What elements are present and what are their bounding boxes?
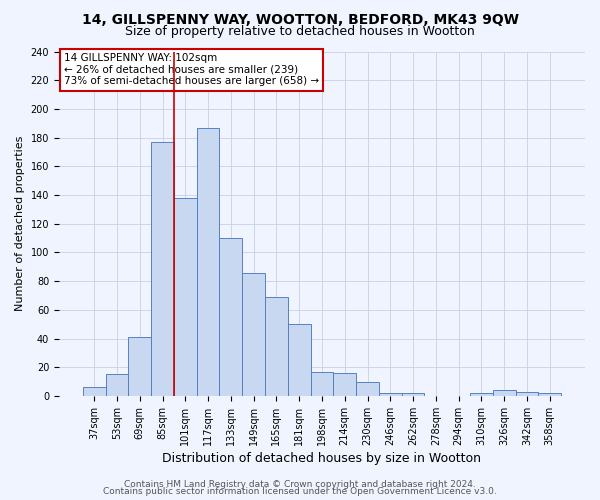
Bar xyxy=(311,372,334,396)
Bar xyxy=(379,393,401,396)
Bar xyxy=(83,388,106,396)
Bar xyxy=(515,392,538,396)
Text: Contains public sector information licensed under the Open Government Licence v3: Contains public sector information licen… xyxy=(103,487,497,496)
Bar xyxy=(265,297,288,396)
Y-axis label: Number of detached properties: Number of detached properties xyxy=(15,136,25,312)
Bar xyxy=(334,373,356,396)
Text: 14, GILLSPENNY WAY, WOOTTON, BEDFORD, MK43 9QW: 14, GILLSPENNY WAY, WOOTTON, BEDFORD, MK… xyxy=(82,12,518,26)
Bar xyxy=(174,198,197,396)
Bar xyxy=(242,272,265,396)
Bar xyxy=(106,374,128,396)
Text: Size of property relative to detached houses in Wootton: Size of property relative to detached ho… xyxy=(125,25,475,38)
Bar xyxy=(220,238,242,396)
Bar xyxy=(128,337,151,396)
Bar xyxy=(493,390,515,396)
Bar xyxy=(356,382,379,396)
Bar xyxy=(401,393,424,396)
Bar xyxy=(197,128,220,396)
Bar xyxy=(538,393,561,396)
Bar xyxy=(288,324,311,396)
Text: 14 GILLSPENNY WAY: 102sqm
← 26% of detached houses are smaller (239)
73% of semi: 14 GILLSPENNY WAY: 102sqm ← 26% of detac… xyxy=(64,53,319,86)
Bar xyxy=(470,393,493,396)
X-axis label: Distribution of detached houses by size in Wootton: Distribution of detached houses by size … xyxy=(163,452,481,465)
Text: Contains HM Land Registry data © Crown copyright and database right 2024.: Contains HM Land Registry data © Crown c… xyxy=(124,480,476,489)
Bar xyxy=(151,142,174,396)
